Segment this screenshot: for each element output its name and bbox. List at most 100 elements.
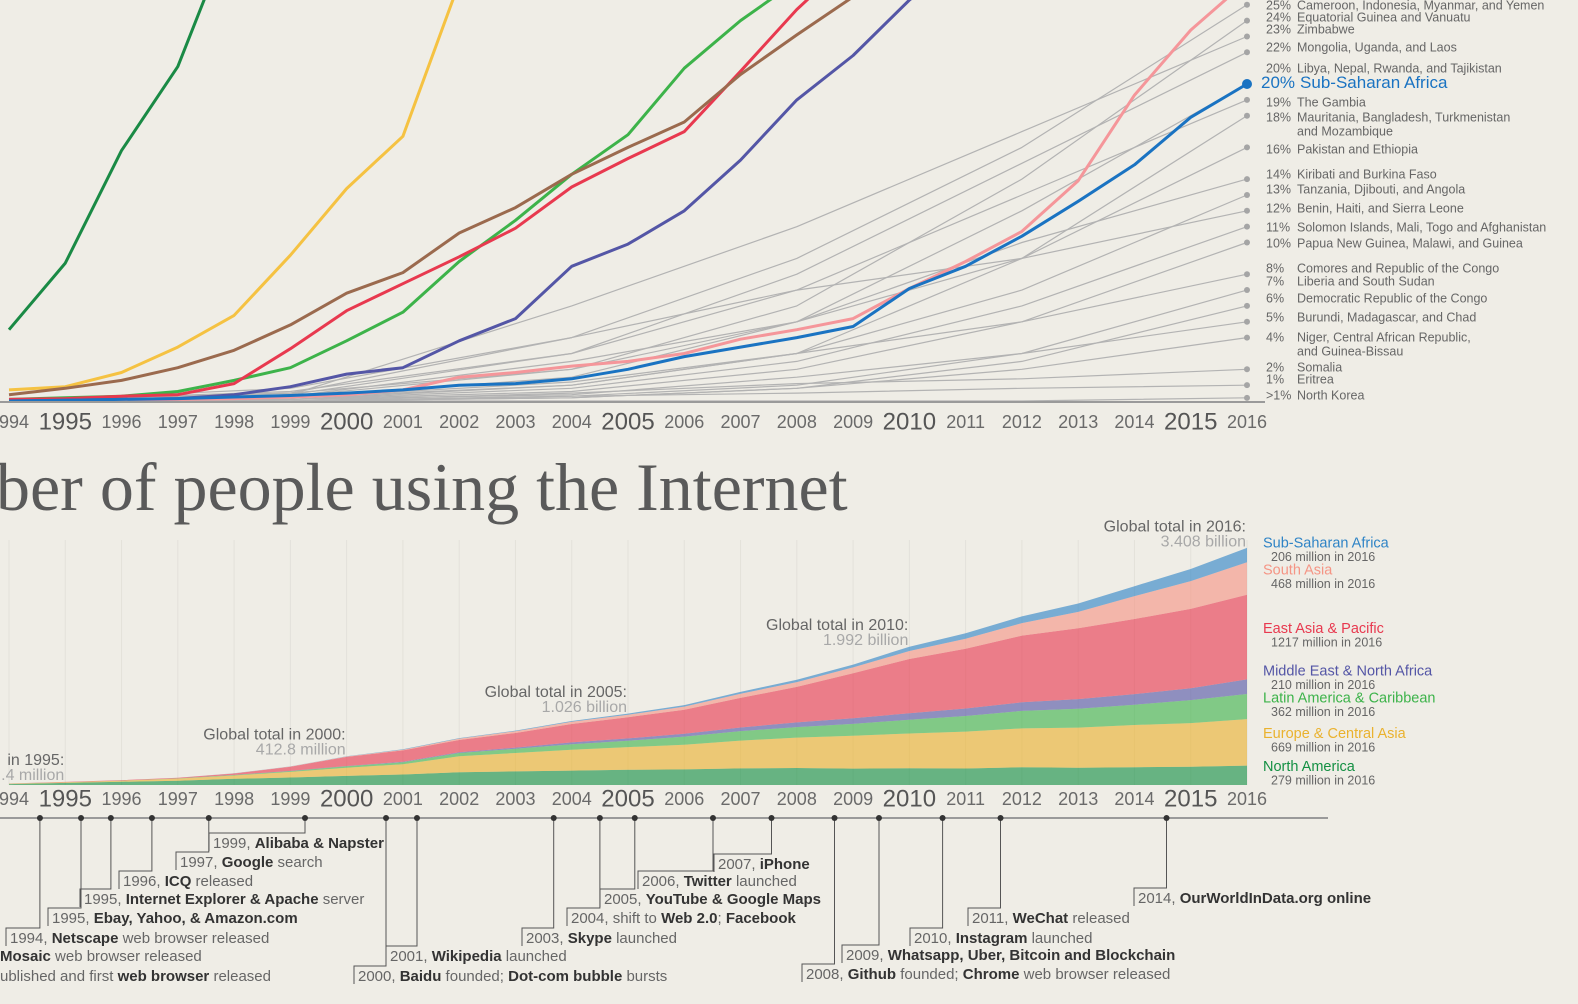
- event-label-part: Facebook: [726, 910, 797, 927]
- x-tick-label: 2009: [833, 789, 873, 809]
- legend-value: 210 million in 2016: [1271, 678, 1375, 692]
- event-label-part: iPhone: [760, 856, 810, 873]
- event-dot: [107, 815, 114, 821]
- x-tick-label: 2001: [383, 789, 423, 809]
- event-connector: [208, 818, 306, 851]
- end-label-value: 24%: [1266, 10, 1291, 24]
- event-connector: [566, 818, 601, 926]
- legend-value: 279 million in 2016: [1271, 774, 1375, 788]
- event-label-part: 1996,: [123, 873, 165, 890]
- legend-name: South Asia: [1263, 562, 1333, 578]
- event-label-part: Baidu: [400, 968, 442, 985]
- event-label: 2011, WeChat released: [972, 910, 1130, 927]
- end-label-value: 25%: [1266, 0, 1291, 12]
- annotation-title: Global total in 2000:: [203, 727, 345, 744]
- x-tick-label: 2000: [320, 408, 373, 435]
- event-label: 1995, Ebay, Yahoo, & Amazon.com: [52, 910, 298, 927]
- event-label-part: 1999,: [213, 835, 255, 852]
- event-dot: [768, 815, 775, 821]
- event-label-part: Whatsapp, Uber, Bitcoin and Blockchain: [888, 947, 1176, 964]
- annotation-title: Global total in 2010:: [766, 617, 908, 634]
- x-tick-label: 1998: [214, 412, 254, 432]
- end-label-value: 7%: [1266, 274, 1284, 288]
- event-connector: [713, 818, 772, 872]
- event-label-part: server: [319, 891, 365, 908]
- series-line: [8, 35, 1248, 402]
- event-label: 2006, Twitter launched: [642, 873, 797, 890]
- end-label-value: 4%: [1266, 330, 1284, 344]
- legend-name: East Asia & Pacific: [1263, 621, 1384, 637]
- event-dot: [875, 815, 882, 821]
- x-tick-label: 1994: [0, 789, 29, 809]
- series-line: [8, 99, 1248, 402]
- event-label-part: 2010,: [914, 930, 956, 947]
- event-dot: [301, 815, 308, 821]
- event-label: 1996, ICQ released: [123, 873, 253, 890]
- event-label: 2000, Baidu founded; Dot-com bubble burs…: [358, 968, 667, 985]
- x-tick-label: 2013: [1058, 412, 1098, 432]
- x-tick-label: 1994: [0, 412, 29, 432]
- annotation-title: in 1995:: [7, 752, 64, 769]
- event-label-part: released: [191, 873, 253, 890]
- x-tick-label: 2002: [439, 412, 479, 432]
- annotation-value: 1.992 billion: [823, 632, 908, 649]
- x-tick-label: 1999: [270, 789, 310, 809]
- event-dot: [631, 815, 638, 821]
- end-dot: [1244, 271, 1250, 278]
- end-label-value: 1%: [1266, 372, 1284, 386]
- x-tick-label: 2009: [833, 412, 873, 432]
- end-label-name: Eritrea: [1297, 372, 1334, 386]
- event-label-part: Google: [222, 854, 274, 871]
- event-label-part: Instagram: [956, 930, 1028, 947]
- event-label: 2014, OurWorldInData.org online: [1138, 890, 1371, 907]
- event-label: 2003, Skype launched: [526, 930, 677, 947]
- x-tick-label: 2016: [1227, 412, 1267, 432]
- x-tick-label: 2015: [1164, 785, 1217, 812]
- series-line: [9, 0, 1228, 403]
- event-label: 1995, Internet Explorer & Apache server: [84, 891, 364, 908]
- end-label-value: 20%: [1266, 61, 1291, 75]
- legend-name: Middle East & North Africa: [1263, 663, 1433, 679]
- x-tick-label: 2016: [1227, 789, 1267, 809]
- event-connector: [118, 818, 153, 889]
- legend-value: 468 million in 2016: [1271, 577, 1375, 591]
- event-label: Mosaic web browser released: [0, 948, 202, 965]
- x-tick-label: 2003: [495, 789, 535, 809]
- event-label-part: Mosaic: [0, 948, 51, 965]
- event-label: 2007, iPhone: [718, 856, 810, 873]
- end-label-name: Somalia: [1297, 360, 1342, 374]
- event-label-part: OurWorldInData.org online: [1180, 890, 1371, 907]
- event-label-part: released: [209, 968, 271, 985]
- event-label-part: 1997,: [180, 854, 222, 871]
- end-label-value: 2%: [1266, 360, 1284, 374]
- event-connector: [599, 818, 636, 907]
- end-label-value: 10%: [1266, 236, 1291, 250]
- x-tick-label: 1997: [158, 789, 198, 809]
- legend-value: 362 million in 2016: [1271, 705, 1375, 719]
- event-connector: [5, 818, 41, 946]
- event-label: 2010, Instagram launched: [914, 930, 1092, 947]
- x-tick-label: 2014: [1114, 412, 1154, 432]
- end-label-value: 20%: [1261, 73, 1295, 92]
- x-tick-label: 2011: [946, 412, 985, 432]
- event-label-part: founded;: [896, 966, 963, 983]
- event-connector: [79, 818, 112, 907]
- x-tick-label: 1995: [39, 408, 92, 435]
- x-tick-label: 2000: [320, 785, 373, 812]
- x-tick-label: 1999: [270, 412, 310, 432]
- event-label-part: YouTube & Google Maps: [646, 891, 821, 908]
- legend-name: Sub-Saharan Africa: [1263, 535, 1390, 551]
- event-connector: [353, 818, 387, 984]
- event-connector: [1133, 818, 1167, 906]
- event-dot: [550, 815, 557, 821]
- end-label-name: Equatorial Guinea and Vanuatu: [1297, 10, 1471, 24]
- end-label-value: 5%: [1266, 310, 1284, 324]
- end-label-name: Solomon Islands, Mali, Togo and Afghanis…: [1297, 220, 1546, 234]
- x-tick-label: 2014: [1114, 789, 1154, 809]
- end-label-name: Benin, Haiti, and Sierra Leone: [1297, 201, 1464, 215]
- event-label-part: Wikipedia: [432, 948, 503, 965]
- x-tick-label: 1996: [102, 412, 142, 432]
- event-label-part: Ebay, Yahoo, & Amazon.com: [94, 910, 298, 927]
- event-label: 2009, Whatsapp, Uber, Bitcoin and Blockc…: [846, 947, 1175, 964]
- end-label-name: Democratic Republic of the Congo: [1297, 291, 1487, 305]
